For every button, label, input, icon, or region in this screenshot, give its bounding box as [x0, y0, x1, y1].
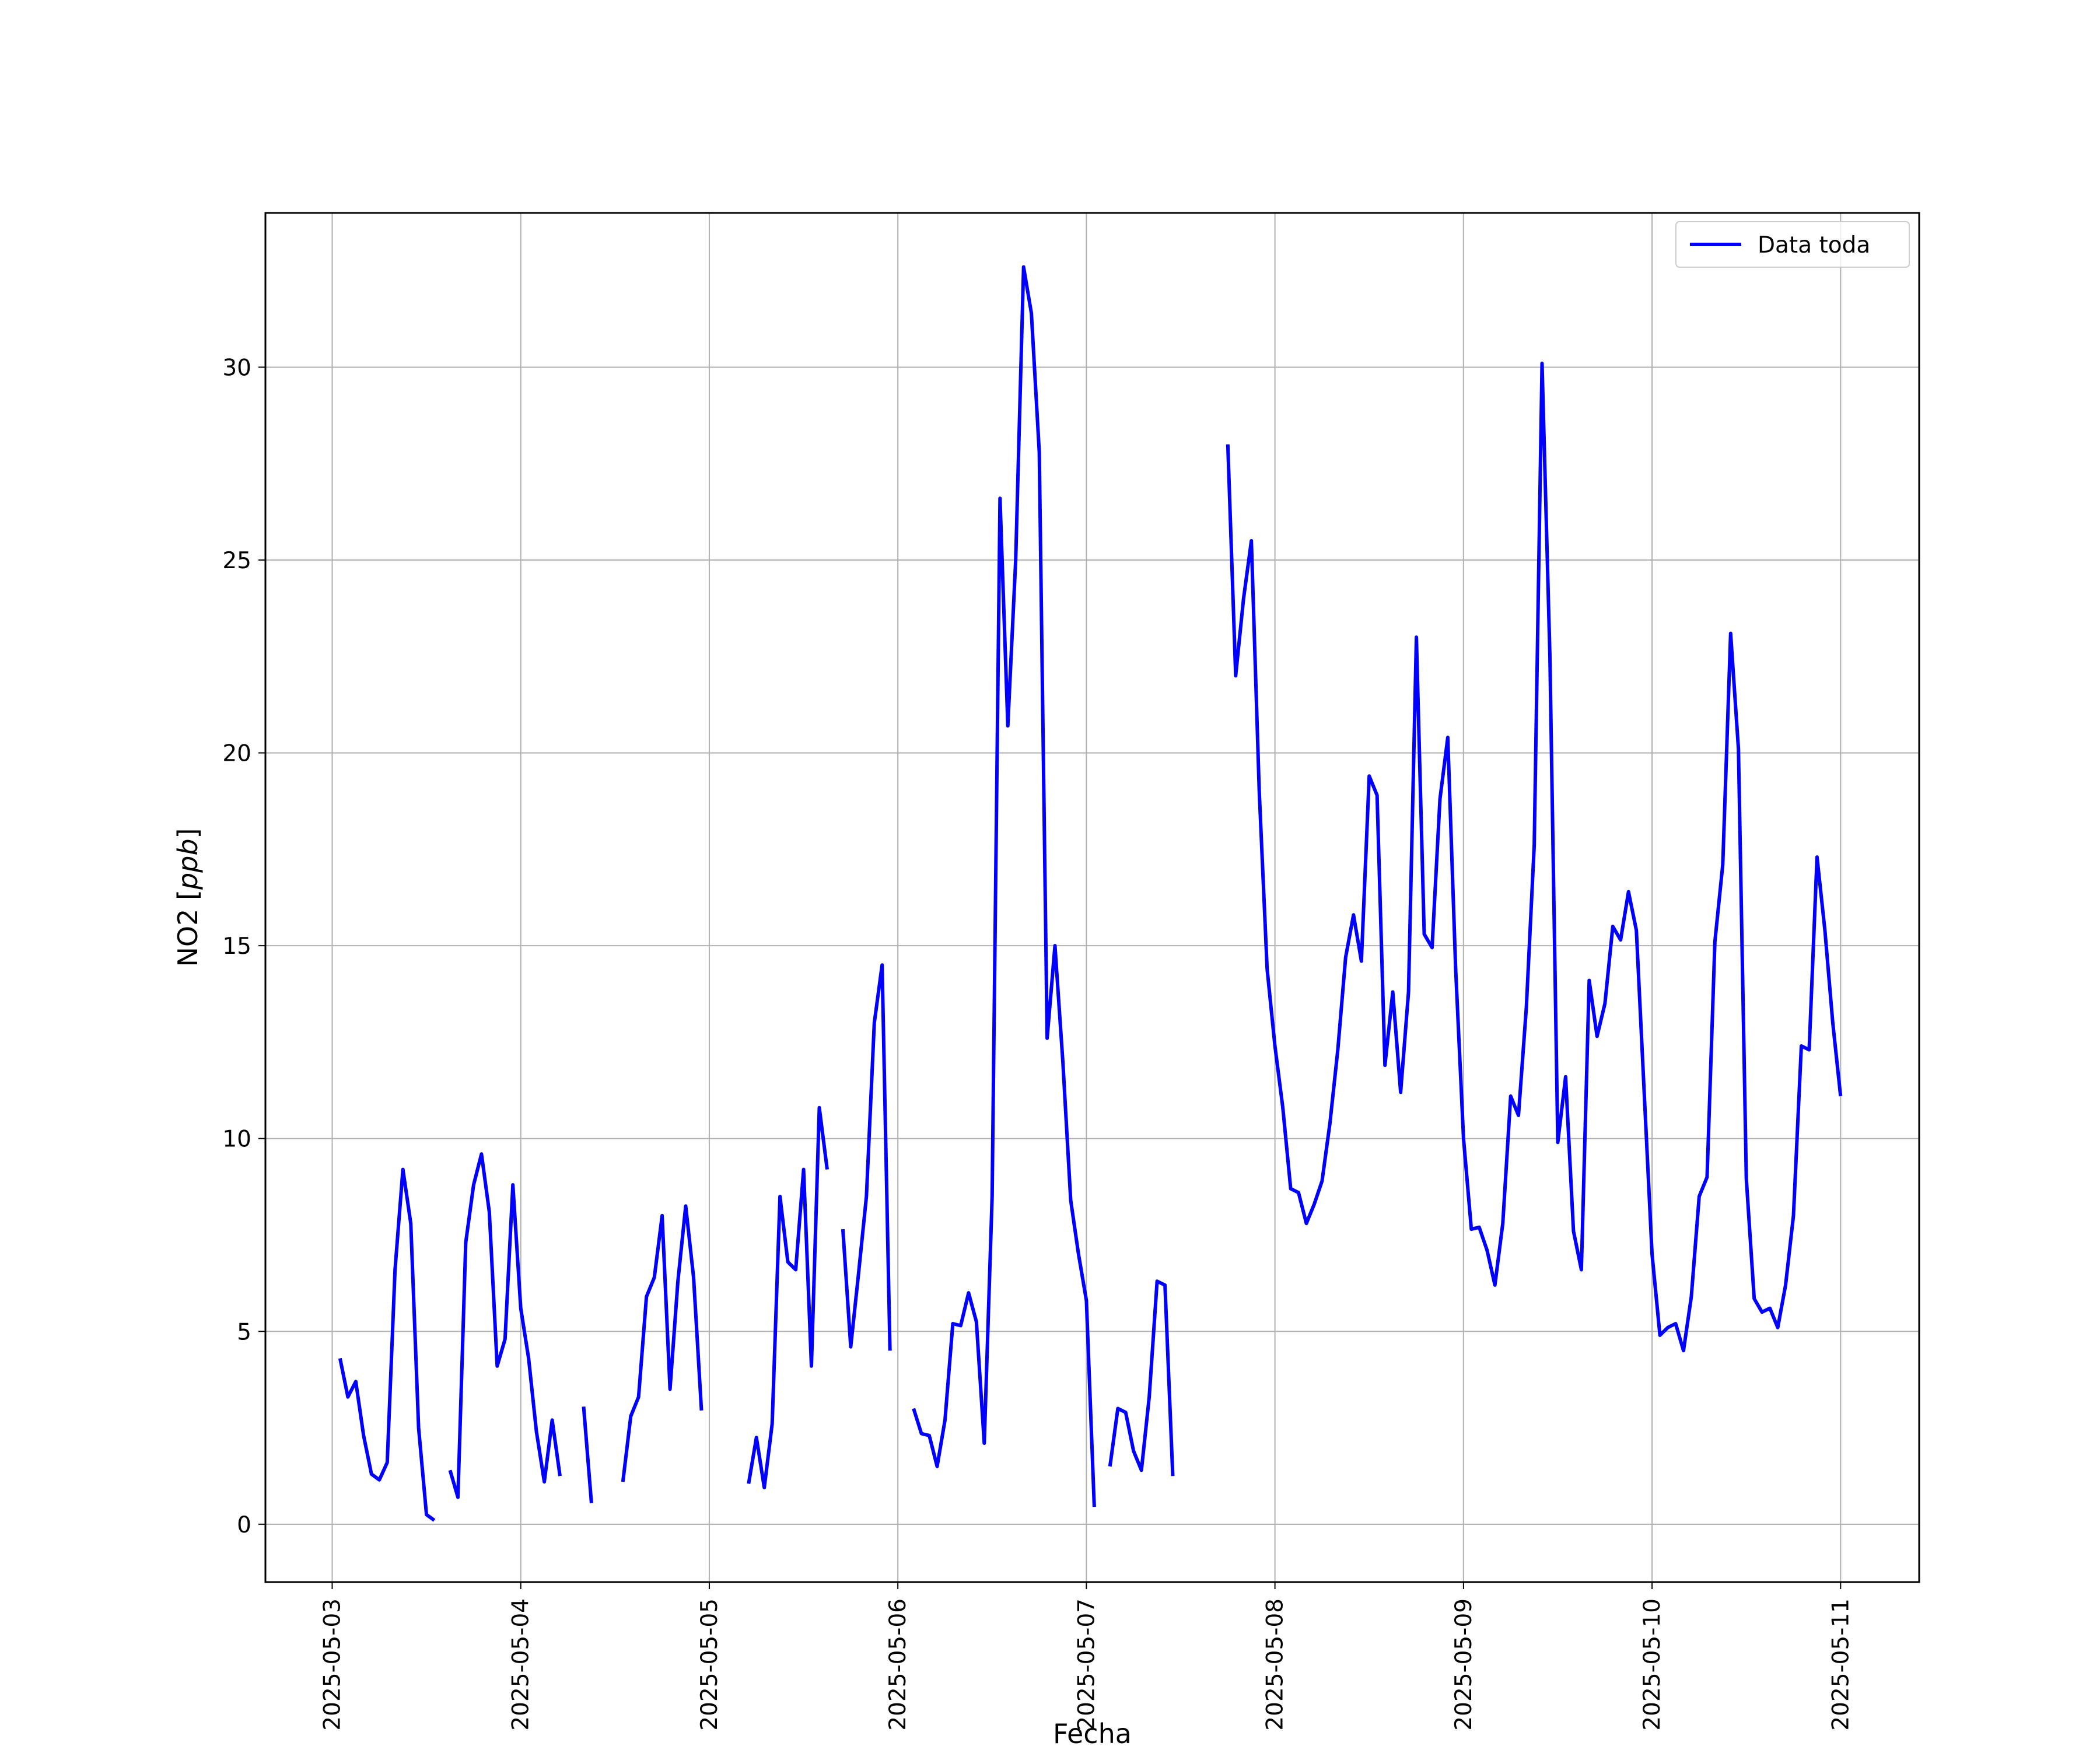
x-tick-label: 2025-05-06: [885, 1598, 911, 1731]
plot-frame: [265, 213, 1919, 1582]
y-axis-title: NO2 [ppb]: [172, 828, 204, 967]
series-line-segment: [623, 1206, 702, 1482]
x-tick-label: 2025-05-04: [508, 1598, 534, 1731]
series-layer: [340, 267, 1841, 1521]
series-line-segment: [1110, 1281, 1173, 1476]
series-line-segment: [450, 1154, 561, 1497]
x-tick-label: 2025-05-03: [319, 1598, 345, 1731]
y-tick-label: 10: [222, 1126, 251, 1153]
x-axis-title: Fecha: [1053, 1718, 1132, 1749]
y-tick-label: 20: [222, 741, 251, 767]
series-line-segment: [748, 1108, 827, 1488]
legend: Data toda: [1676, 222, 1909, 267]
x-tick-label: 2025-05-05: [696, 1598, 723, 1731]
legend-label: Data toda: [1758, 232, 1870, 258]
y-tick-label: 0: [237, 1512, 251, 1538]
x-tick-label: 2025-05-10: [1639, 1598, 1665, 1731]
y-axis-title-bracket-close: ]: [172, 828, 204, 838]
y-axis-title-bracket-open: [: [172, 890, 204, 909]
x-tick-label: 2025-05-08: [1262, 1598, 1289, 1731]
series-line-segment: [340, 1170, 435, 1521]
y-tick-label: 5: [237, 1319, 251, 1345]
x-tick-label: 2025-05-07: [1073, 1598, 1100, 1731]
y-tick-label: 25: [222, 548, 251, 574]
series-line-segment: [584, 1406, 592, 1503]
grid: [265, 213, 1919, 1582]
series-line-segment: [843, 965, 890, 1350]
x-tick-label: 2025-05-09: [1451, 1598, 1477, 1731]
series-line-segment: [914, 267, 1094, 1507]
y-tick-label: 30: [222, 355, 251, 381]
x-tick-label: 2025-05-11: [1828, 1598, 1854, 1731]
y-axis-title-unit: ppb: [172, 838, 204, 890]
series-line-segment: [1228, 363, 1841, 1351]
y-tick-label: 15: [222, 933, 251, 960]
y-axis-title-main: NO2: [172, 909, 204, 967]
